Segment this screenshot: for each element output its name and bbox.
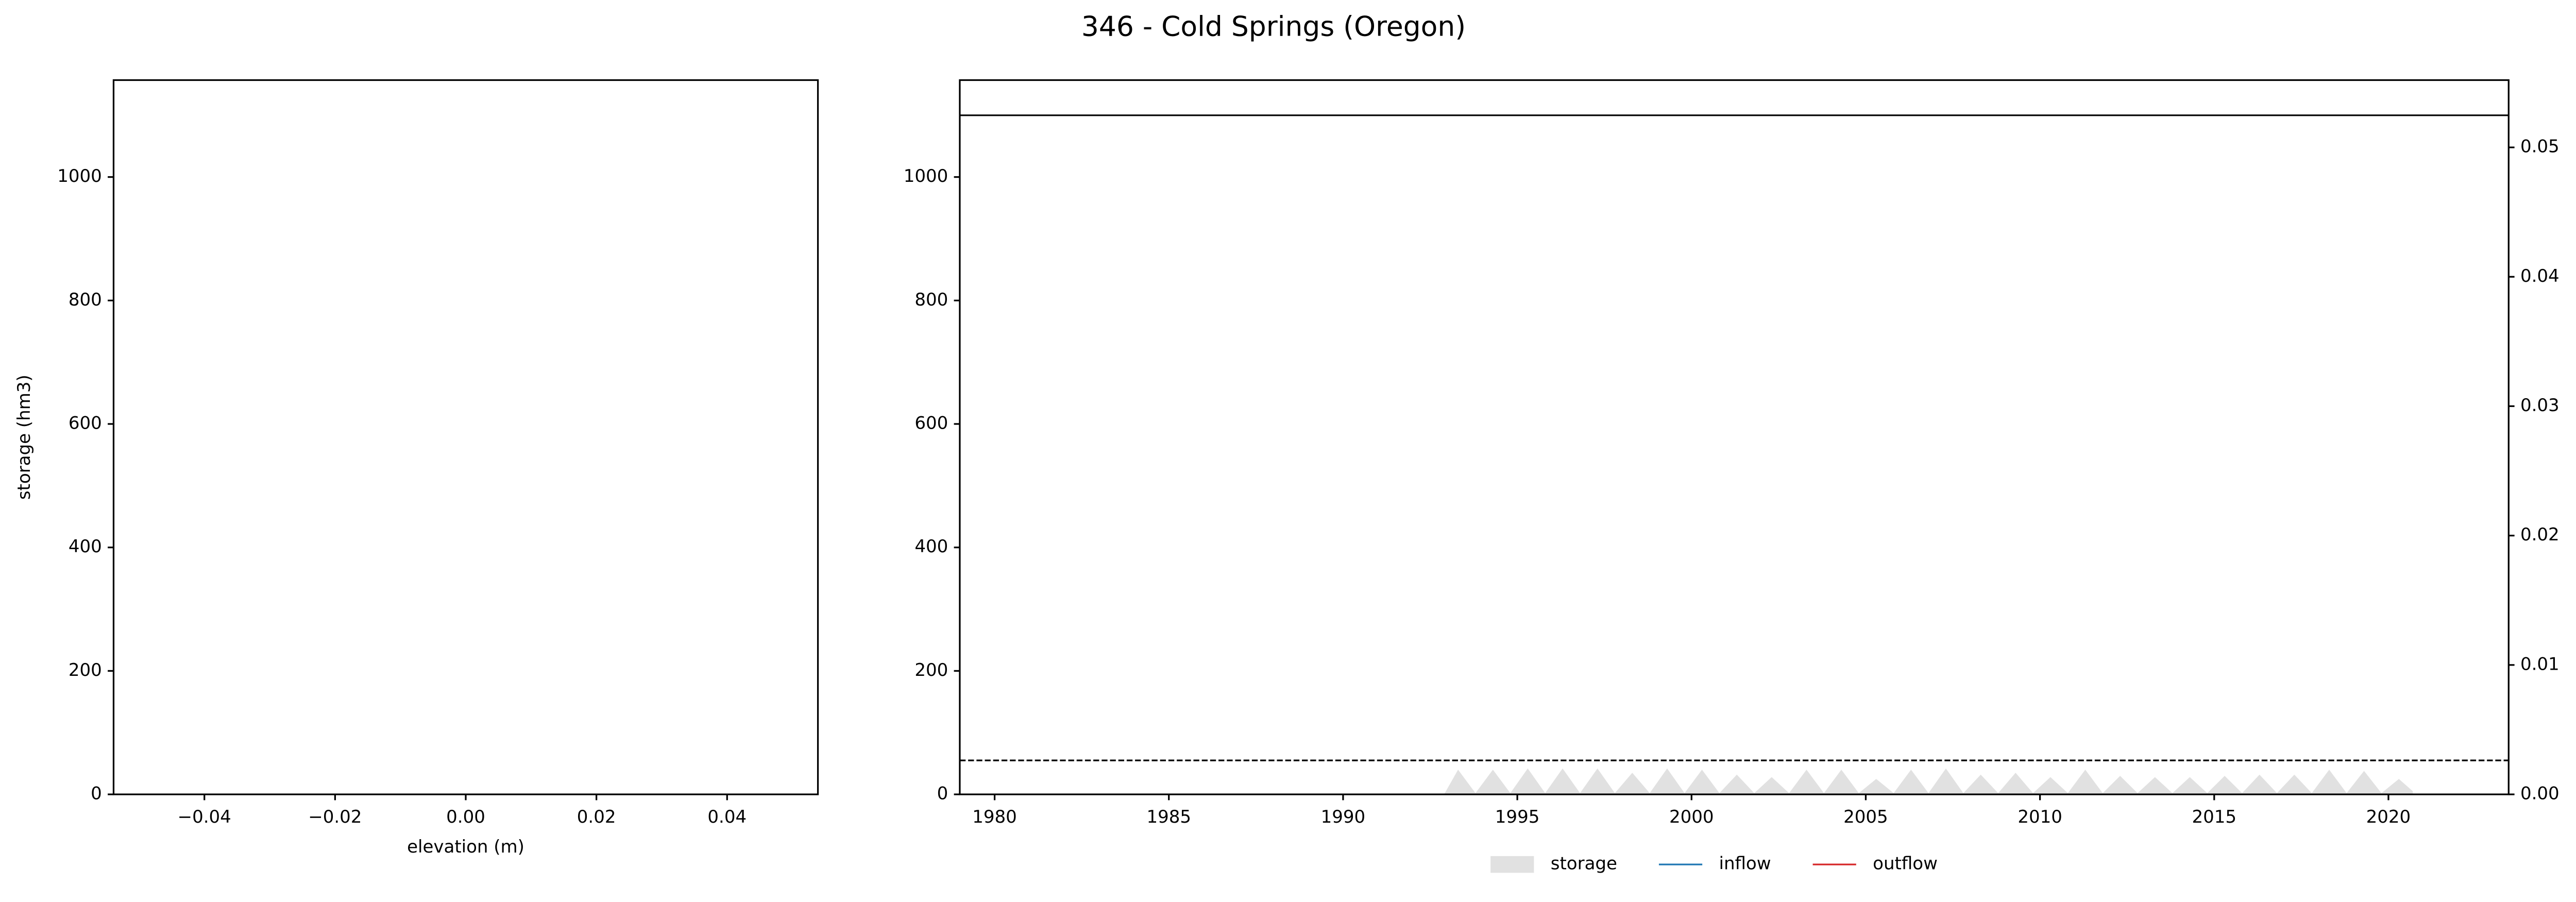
y2-tick-label: 0.00	[2520, 784, 2560, 804]
x-tick-label: 2015	[2192, 807, 2236, 827]
x-tick-label: 1995	[1495, 807, 1540, 827]
y2-tick-label: 0.04	[2520, 266, 2560, 286]
y-tick-label: 600	[69, 413, 102, 434]
y-tick-label: 1000	[57, 166, 102, 186]
y2-tick-label: 0.01	[2520, 654, 2560, 674]
y2-tick-label: 0.03	[2520, 395, 2560, 416]
x-tick-label: −0.02	[308, 807, 362, 827]
axes-frame	[959, 79, 2510, 795]
y-tick-label: 1000	[904, 166, 948, 186]
figure-title: 346 - Cold Springs (Oregon)	[1081, 10, 1466, 43]
y-tick-label: 200	[69, 660, 102, 680]
y-tick-label: 0	[937, 784, 948, 804]
legend-label: storage	[1551, 854, 1617, 874]
y2-tick-label: 0.05	[2520, 137, 2560, 157]
x-tick-label: 2005	[1843, 807, 1888, 827]
legend-swatch	[1490, 856, 1534, 873]
y-tick-label: 800	[69, 290, 102, 310]
y-tick-label: 800	[914, 290, 948, 310]
x-tick-label: 0.04	[707, 807, 747, 827]
y-axis-label: storage (hm3)	[14, 375, 35, 500]
y2-tick-label: 0.02	[2520, 524, 2560, 545]
axes: −0.04 −0.02 0.00 0.02 0.04 0 200 400 600 800 1000 e…	[14, 79, 819, 857]
y-tick-label: 200	[914, 660, 948, 680]
legend: storage inflow outflow	[1490, 854, 1938, 874]
x-tick-label: 1980	[972, 807, 1017, 827]
x-tick-label: −0.04	[178, 807, 231, 827]
y-tick-label: 400	[69, 536, 102, 557]
legend-label: inflow	[1719, 854, 1771, 874]
x-tick-label: 0.02	[577, 807, 616, 827]
x-tick-label: 1985	[1146, 807, 1191, 827]
x-tick-label: 2020	[2366, 807, 2411, 827]
y-tick-label: 400	[914, 536, 948, 557]
y-tick-label: 600	[914, 413, 948, 434]
axes: 1980 1985 1990 1995 2000 2005 2010 2015 2020 0 200…	[904, 79, 2560, 827]
x-tick-label: 1990	[1321, 807, 1366, 827]
x-tick-label: 2000	[1669, 807, 1714, 827]
legend-label: outflow	[1873, 854, 1938, 874]
axes-frame	[112, 79, 819, 795]
x-tick-label: 0.00	[446, 807, 485, 827]
x-tick-label: 2010	[2018, 807, 2062, 827]
x-axis-label: elevation (m)	[407, 837, 524, 857]
storage-area	[1444, 768, 2413, 795]
y-tick-label: 0	[91, 784, 102, 804]
